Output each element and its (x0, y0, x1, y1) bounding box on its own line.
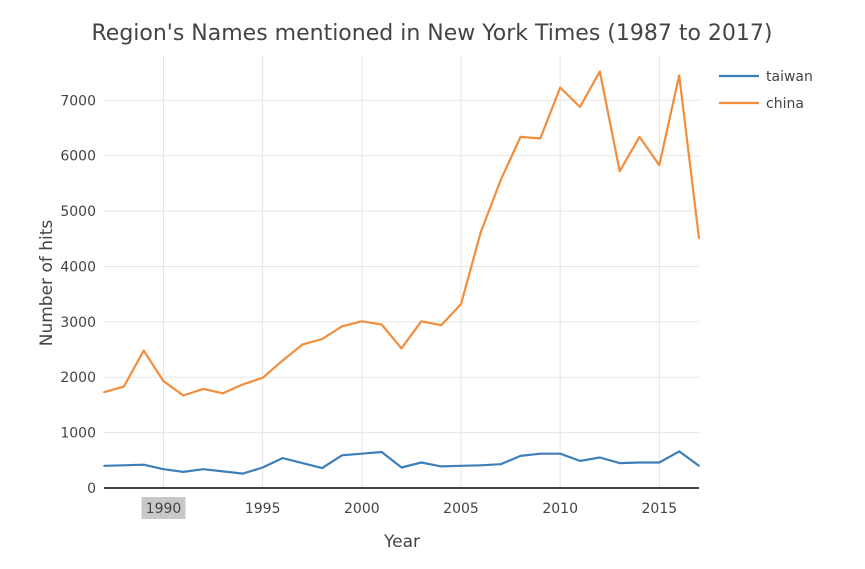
data-point-china (380, 323, 383, 326)
data-point-taiwan (162, 468, 165, 471)
data-point-china (638, 135, 641, 138)
data-point-china (321, 338, 324, 340)
data-point-taiwan (658, 461, 661, 464)
data-point-china (400, 347, 403, 350)
y-tick-label: 3000 (60, 315, 96, 331)
y-tick-label: 4000 (60, 259, 96, 275)
data-point-taiwan (222, 470, 224, 473)
data-point-taiwan (182, 471, 185, 473)
legend-label: china (766, 96, 804, 112)
data-point-china (103, 391, 105, 394)
y-tick-label: 7000 (60, 93, 96, 109)
data-point-china (202, 387, 205, 390)
y-tick-label: 2000 (60, 370, 96, 386)
y-tick-label: 1000 (60, 426, 96, 442)
data-point-china (658, 164, 661, 167)
data-point-china (301, 343, 304, 346)
data-point-taiwan (281, 457, 284, 459)
data-point-taiwan (460, 464, 462, 467)
x-axis-label: Year (383, 532, 420, 552)
data-point-taiwan (103, 464, 105, 467)
data-point-taiwan (321, 467, 324, 469)
gridlines (104, 56, 699, 489)
data-point-taiwan (499, 463, 502, 466)
data-point-china (460, 303, 462, 306)
data-point-china (698, 237, 700, 240)
data-point-taiwan (360, 452, 363, 455)
data-point-taiwan (559, 452, 562, 455)
data-point-taiwan (261, 466, 264, 469)
series-line-china (103, 70, 701, 397)
data-point-taiwan (539, 452, 542, 455)
data-point-china (598, 70, 601, 73)
data-point-taiwan (341, 454, 343, 457)
data-point-china (539, 137, 542, 140)
data-point-china (618, 170, 621, 173)
y-tick-label: 6000 (60, 149, 96, 165)
x-tick-label: 2010 (542, 501, 578, 517)
data-point-taiwan (618, 462, 621, 464)
data-point-china (678, 74, 681, 77)
data-point-taiwan (122, 464, 125, 467)
data-point-china (261, 376, 264, 379)
data-point-china (559, 86, 562, 89)
legend-item-taiwan[interactable]: taiwan (719, 69, 813, 85)
series-line-taiwan (103, 450, 700, 475)
x-tick-label: 2000 (344, 501, 380, 517)
y-tick-label: 5000 (60, 204, 96, 220)
data-point-taiwan (380, 451, 383, 453)
series-lines (103, 70, 701, 475)
data-point-taiwan (142, 463, 145, 466)
data-point-china (142, 349, 145, 352)
data-point-china (341, 325, 343, 328)
data-point-china (360, 320, 363, 323)
data-point-china (440, 324, 443, 327)
data-point-china (499, 179, 502, 181)
data-point-china (479, 231, 482, 234)
data-point-taiwan (598, 456, 601, 459)
data-point-china (222, 392, 224, 395)
data-point-china (241, 383, 244, 386)
data-point-china (519, 135, 522, 138)
x-tick-label: 2015 (642, 501, 678, 517)
data-point-china (182, 394, 185, 397)
data-point-taiwan (202, 468, 205, 471)
legend-label: taiwan (766, 69, 813, 85)
data-point-china (122, 385, 125, 388)
x-tick-label: 2005 (443, 501, 479, 517)
data-point-taiwan (301, 462, 304, 464)
data-point-taiwan (479, 464, 482, 467)
data-point-china (579, 106, 581, 108)
legend[interactable]: taiwan china (719, 69, 813, 112)
data-point-taiwan (638, 461, 641, 464)
data-point-china (162, 380, 165, 383)
data-point-taiwan (420, 461, 423, 464)
y-axis-label: Number of hits (37, 220, 57, 347)
data-point-taiwan (678, 450, 681, 453)
chart-title: Region's Names mentioned in New York Tim… (91, 21, 772, 46)
data-point-taiwan (698, 464, 700, 467)
data-point-taiwan (519, 454, 522, 457)
legend-item-china[interactable]: china (719, 96, 804, 112)
x-tick-highlight (141, 497, 186, 519)
x-tick-label: 1995 (245, 501, 281, 517)
data-point-taiwan (440, 465, 443, 468)
x-tick-label: 1990 (146, 501, 182, 517)
data-point-taiwan (400, 466, 403, 469)
data-point-taiwan (241, 472, 244, 475)
data-point-china (420, 320, 423, 323)
data-point-taiwan (579, 459, 581, 462)
axis-ticks: 1990 1995 2000 2005 2010 2015 0 1000 2000 3000 400… (60, 93, 677, 519)
y-tick-label: 0 (87, 481, 96, 497)
data-point-china (281, 359, 284, 362)
